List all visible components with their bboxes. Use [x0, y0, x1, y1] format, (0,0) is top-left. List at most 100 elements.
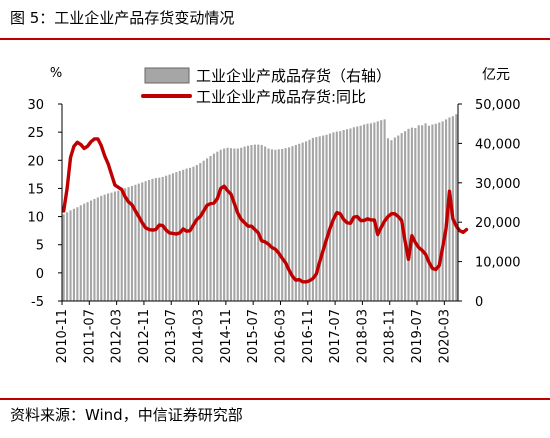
bar — [226, 147, 229, 301]
bar — [400, 133, 403, 301]
bar — [349, 128, 352, 301]
bar — [438, 122, 441, 302]
bar — [366, 123, 369, 301]
bar — [250, 144, 253, 301]
bar — [325, 134, 328, 301]
yoy-line — [62, 137, 469, 284]
bar — [328, 133, 332, 301]
bar — [89, 200, 93, 301]
bar — [253, 144, 256, 301]
right-tick-label: 50,000 — [475, 98, 521, 113]
bar — [363, 124, 366, 302]
bar — [264, 146, 267, 301]
bar — [178, 170, 181, 301]
bar — [380, 120, 383, 302]
bottom-rule — [0, 398, 550, 400]
bar — [195, 165, 198, 301]
inventory-chart: -5 0 5 10 15 20 25 30% 0 10,000 20,000 30,000 40,000… — [27, 66, 521, 363]
bar — [369, 123, 373, 301]
bar — [144, 181, 147, 301]
left-axis-unit: % — [50, 66, 62, 81]
bar — [100, 195, 103, 301]
bar — [103, 194, 106, 301]
bar — [359, 125, 362, 301]
bar — [161, 176, 164, 301]
bar — [270, 149, 274, 301]
bar — [431, 124, 434, 302]
x-tick-label: 2015-07 — [246, 309, 261, 363]
x-tick-label: 2018-11 — [383, 309, 398, 363]
bar — [417, 125, 420, 301]
x-tick-label: 2017-07 — [328, 309, 343, 363]
bar — [246, 145, 250, 301]
bar — [79, 205, 82, 301]
line-series-layer — [62, 137, 469, 284]
bar — [66, 212, 69, 301]
bar — [209, 156, 212, 301]
x-tick-label: 2013-07 — [164, 309, 179, 363]
left-tick-label: 25 — [27, 126, 44, 141]
bar — [147, 180, 151, 301]
source-note: 资料来源：Wind，中信证券研究部 — [10, 406, 243, 424]
bar — [223, 148, 226, 301]
bar — [424, 123, 427, 301]
bar — [93, 198, 96, 301]
bar — [345, 129, 349, 301]
bar — [165, 175, 168, 301]
bar-series-layer — [62, 114, 458, 302]
legend-bar-label: 工业企业产成品存货（右轴） — [196, 67, 391, 85]
x-tick-label: 2010-11 — [55, 309, 70, 363]
x-tick-label: 2016-11 — [301, 309, 316, 363]
bar — [76, 207, 79, 301]
bar — [130, 185, 134, 301]
bar — [137, 183, 140, 301]
bar — [427, 125, 431, 301]
bar — [206, 158, 209, 301]
bar — [277, 149, 280, 301]
legend-line-label: 工业企业产成品存货:同比 — [196, 88, 366, 106]
bar — [383, 119, 386, 302]
left-tick-label: 30 — [27, 98, 44, 113]
bar — [291, 146, 294, 301]
bar — [69, 210, 72, 301]
bar — [298, 143, 301, 301]
right-tick-label: 20,000 — [475, 216, 521, 231]
bar — [236, 148, 239, 301]
bar — [151, 178, 154, 301]
left-tick-label: 0 — [36, 267, 44, 282]
bar — [267, 148, 270, 301]
bar — [281, 148, 284, 301]
axes-layer — [58, 103, 462, 305]
bar — [229, 148, 233, 301]
bar — [175, 172, 178, 301]
bar — [182, 169, 185, 301]
bar — [168, 174, 171, 301]
bar — [376, 121, 379, 301]
bar — [441, 121, 444, 301]
bar — [301, 142, 304, 301]
bar — [393, 137, 396, 301]
bar — [390, 140, 393, 301]
bar — [356, 126, 359, 302]
bar — [72, 208, 76, 301]
bar — [86, 202, 89, 301]
bar — [96, 197, 99, 301]
bar — [421, 125, 424, 301]
bar — [260, 144, 263, 301]
x-tick-label: 2014-11 — [219, 309, 234, 363]
bar — [311, 137, 314, 301]
legend: 工业企业产成品存货（右轴） 工业企业产成品存货:同比 — [141, 67, 391, 106]
left-tick-label: 15 — [27, 182, 44, 197]
bar — [154, 178, 157, 301]
bar — [134, 184, 137, 301]
x-tick-label: 2016-03 — [273, 309, 288, 363]
top-rule — [0, 38, 550, 40]
bar — [141, 182, 144, 301]
bar — [240, 147, 243, 301]
bar — [414, 128, 417, 301]
bar — [120, 189, 123, 301]
right-axis-unit: 亿元 — [482, 67, 510, 83]
x-tick-label: 2011-07 — [82, 309, 97, 363]
bar — [185, 168, 188, 301]
x-tick-label: 2014-03 — [192, 309, 207, 363]
